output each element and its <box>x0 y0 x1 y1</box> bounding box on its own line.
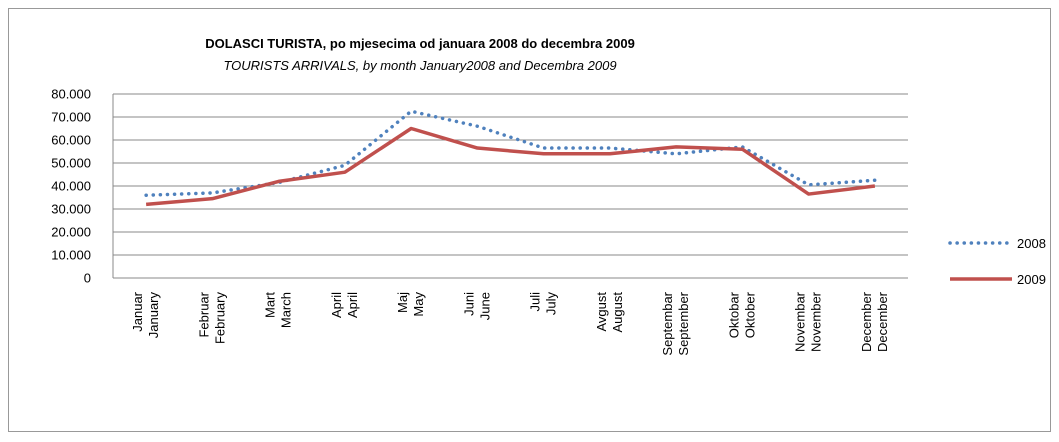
y-tick-label: 0 <box>84 271 91 286</box>
y-tick-label: 30.000 <box>51 202 91 217</box>
chart-title: DOLASCI TURISTA, po mjesecima od januara… <box>205 36 635 51</box>
x-tick-label: Mart <box>263 292 278 318</box>
data-line <box>145 126 876 207</box>
x-tick-label: April <box>329 292 344 318</box>
x-tick-label: May <box>411 292 426 317</box>
y-tick-label: 10.000 <box>51 248 91 263</box>
x-tick-label: December <box>875 291 890 352</box>
y-tick-label: 20.000 <box>51 225 91 240</box>
x-tick-label: November <box>809 291 824 352</box>
x-tick-label: April <box>345 292 360 318</box>
x-tick-label: March <box>279 292 294 328</box>
x-tick-label: Septembar <box>660 291 675 355</box>
x-tick-label: Maj <box>395 292 410 313</box>
x-tick-label: Oktobar <box>726 291 741 338</box>
x-tick-label: Februar <box>196 291 211 337</box>
y-tick-label: 60.000 <box>51 133 91 148</box>
x-tick-label: June <box>477 292 492 320</box>
x-tick-label: September <box>676 291 691 355</box>
x-tick-label: August <box>610 292 625 333</box>
x-tick-label: February <box>212 292 227 345</box>
x-tick-label: Avgust <box>594 292 609 332</box>
x-tick-label: Juli <box>528 292 543 312</box>
y-tick-label: 80.000 <box>51 87 91 102</box>
x-tick-label: Januar <box>130 291 145 331</box>
chart-subtitle: TOURISTS ARRIVALS, by month January2008 … <box>223 58 616 73</box>
legend-label: 2009 <box>1017 272 1046 287</box>
x-tick-label: July <box>544 292 559 316</box>
x-tick-label: December <box>859 291 874 352</box>
y-tick-label: 70.000 <box>51 110 91 125</box>
x-tick-label: Novembar <box>793 291 808 352</box>
y-tick-label: 40.000 <box>51 179 91 194</box>
y-tick-label: 50.000 <box>51 156 91 171</box>
x-tick-label: Juni <box>461 292 476 316</box>
legend-label: 2008 <box>1017 236 1046 251</box>
chart-frame <box>8 8 1051 432</box>
x-tick-label: January <box>146 292 161 339</box>
x-tick-label: Oktober <box>742 291 757 338</box>
